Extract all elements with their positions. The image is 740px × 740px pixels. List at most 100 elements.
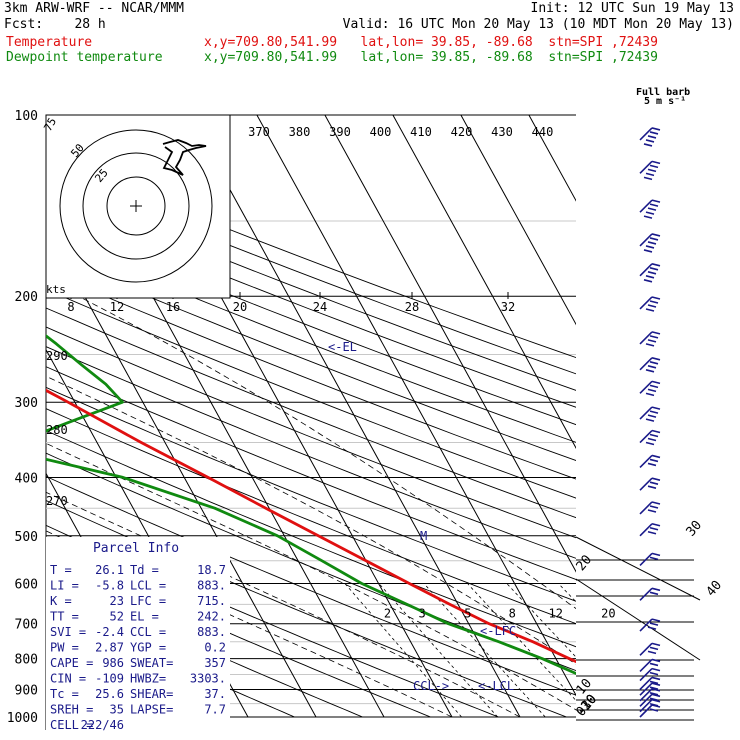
- wind-barb: [639, 477, 661, 491]
- parcel-row-value: -109: [95, 672, 124, 686]
- wind-barb-flag: [649, 384, 659, 389]
- wind-barb: [639, 523, 661, 537]
- isotherm-line: [392, 115, 576, 449]
- wind-barb-flag: [651, 587, 661, 592]
- wind-barb-flag: [645, 308, 655, 312]
- wind-barb: [639, 587, 661, 601]
- dry-adiabat-line: [46, 154, 576, 359]
- m-marker-label: M: [420, 529, 427, 543]
- hodograph-speed-label: 12: [110, 300, 124, 314]
- wind-barb-flag: [651, 331, 661, 335]
- parcel-row-value: 35: [110, 703, 124, 717]
- theta-left-label: 270: [46, 494, 68, 508]
- wind-barb-flag: [651, 160, 661, 165]
- wind-barb-flag: [651, 357, 661, 361]
- wind-barb-flag: [647, 304, 657, 308]
- wind-barb-flag: [649, 556, 659, 561]
- wind-barb-flag: [649, 237, 659, 241]
- wind-barb-flag: [651, 523, 661, 527]
- parcel-row-label: EL =: [130, 610, 159, 624]
- mixing-ratio-lines: [344, 583, 576, 718]
- wind-barb-flag: [645, 275, 655, 279]
- isotherm-label: 40: [704, 578, 726, 600]
- wind-barb-staff: [639, 704, 653, 718]
- dry-adiabat-line: [46, 475, 576, 696]
- parcel-row-value: 883.: [197, 579, 226, 593]
- parcel-row-label: LI =: [50, 579, 79, 593]
- wind-barb-flag: [651, 618, 661, 622]
- wind-barb-flag: [649, 131, 659, 135]
- wind-barb-flag: [647, 462, 657, 467]
- wind-barb: [639, 380, 661, 397]
- wind-barb-flag: [647, 531, 657, 535]
- wind-barb-staff: [639, 618, 653, 632]
- dry-adiabat-line: [46, 408, 576, 625]
- parcel-row-value: 3303.: [190, 672, 226, 686]
- hodograph-trace: [162, 139, 207, 176]
- wind-barb-flag: [651, 704, 661, 708]
- pressure-tick-label: 1000: [7, 711, 38, 726]
- ccl-marker-label: CCL->: [413, 679, 449, 693]
- hodograph-speed-label: 8: [67, 300, 74, 314]
- wind-barb-flag: [649, 267, 659, 271]
- wind-barb-flag: [647, 485, 657, 489]
- parcel-info-box: Parcel Info T = 26.1 Td = 18.7 LI = -5.8 LCL = 8…: [46, 537, 230, 732]
- wind-barb: [639, 429, 661, 446]
- dewpoint-profile-line: [46, 334, 576, 676]
- parcel-row-value: 357: [204, 656, 226, 670]
- wind-barb-flag: [645, 418, 655, 422]
- wind-barb-flag: [647, 339, 657, 343]
- wind-barb: [639, 406, 661, 422]
- wind-barb-staff: [639, 454, 653, 469]
- parcel-row-label: HWBZ=: [130, 672, 166, 686]
- wind-barb-flag: [649, 692, 659, 696]
- pressure-tick-label: 900: [15, 683, 38, 698]
- wind-barb: [639, 357, 661, 373]
- wind-barb-flag: [649, 203, 659, 207]
- moist-adiabat-line: [46, 442, 576, 711]
- theta-label: 400: [370, 125, 392, 139]
- parcel-row-label: Tc =: [50, 687, 79, 701]
- parcel-row-label: LAPSE=: [130, 703, 173, 717]
- wind-barb-flag: [647, 414, 657, 418]
- isotherm-extension-line: [575, 578, 701, 661]
- wind-barb-flag: [651, 667, 661, 672]
- wind-barb: [639, 688, 661, 702]
- wind-barb: [639, 263, 661, 283]
- wind-barb-flag: [649, 686, 659, 690]
- parcel-row-value: 222/46: [81, 718, 124, 732]
- wind-barb-staff: [639, 199, 653, 213]
- dry-adiabat-line: [46, 170, 576, 375]
- hodograph-speed-label: 20: [233, 300, 247, 314]
- dry-adiabat-line: [46, 346, 576, 559]
- hodograph-ring: [59, 129, 213, 283]
- wind-barb: [639, 331, 661, 347]
- parcel-row-label: CELL =: [50, 718, 93, 732]
- wind-barb-flag: [649, 591, 659, 596]
- parcel-row-label: LFC =: [130, 594, 166, 608]
- parcel-row-value: 25.6: [95, 687, 124, 701]
- parcel-row-value: -5.8: [95, 579, 124, 593]
- model-title: 3km ARW-WRF -- NCAR/MMM: [4, 1, 185, 16]
- wind-barb-flag: [651, 658, 661, 663]
- dry-adiabat-line: [46, 366, 576, 580]
- wind-key-title: Full barb: [636, 87, 690, 98]
- wind-barb-flag: [645, 172, 655, 177]
- wind-barb-flag: [649, 335, 659, 339]
- pressure-tick-label: 600: [15, 577, 38, 592]
- valid-time: Valid: 16 UTC Mon 20 May 13 (10 MDT Mon …: [342, 17, 734, 32]
- wind-barb-staff: [639, 233, 653, 247]
- mixing-ratio-line: [506, 583, 576, 658]
- parcel-row-label: SREH =: [50, 703, 93, 717]
- wind-barb-flag: [645, 369, 655, 373]
- mixing-ratio-label: 5: [464, 607, 471, 621]
- theta-left-label: 280: [46, 423, 68, 437]
- wind-barb-flag: [651, 406, 661, 410]
- dry-adiabat-line: [46, 186, 576, 391]
- wind-barb-staff: [639, 668, 653, 682]
- pressure-tick-label: 700: [15, 618, 38, 633]
- hodograph-ring: [106, 176, 166, 236]
- wind-barb-flag: [651, 477, 661, 481]
- mixing-ratio-label: 8: [509, 607, 516, 621]
- dry-adiabat-line: [46, 288, 576, 499]
